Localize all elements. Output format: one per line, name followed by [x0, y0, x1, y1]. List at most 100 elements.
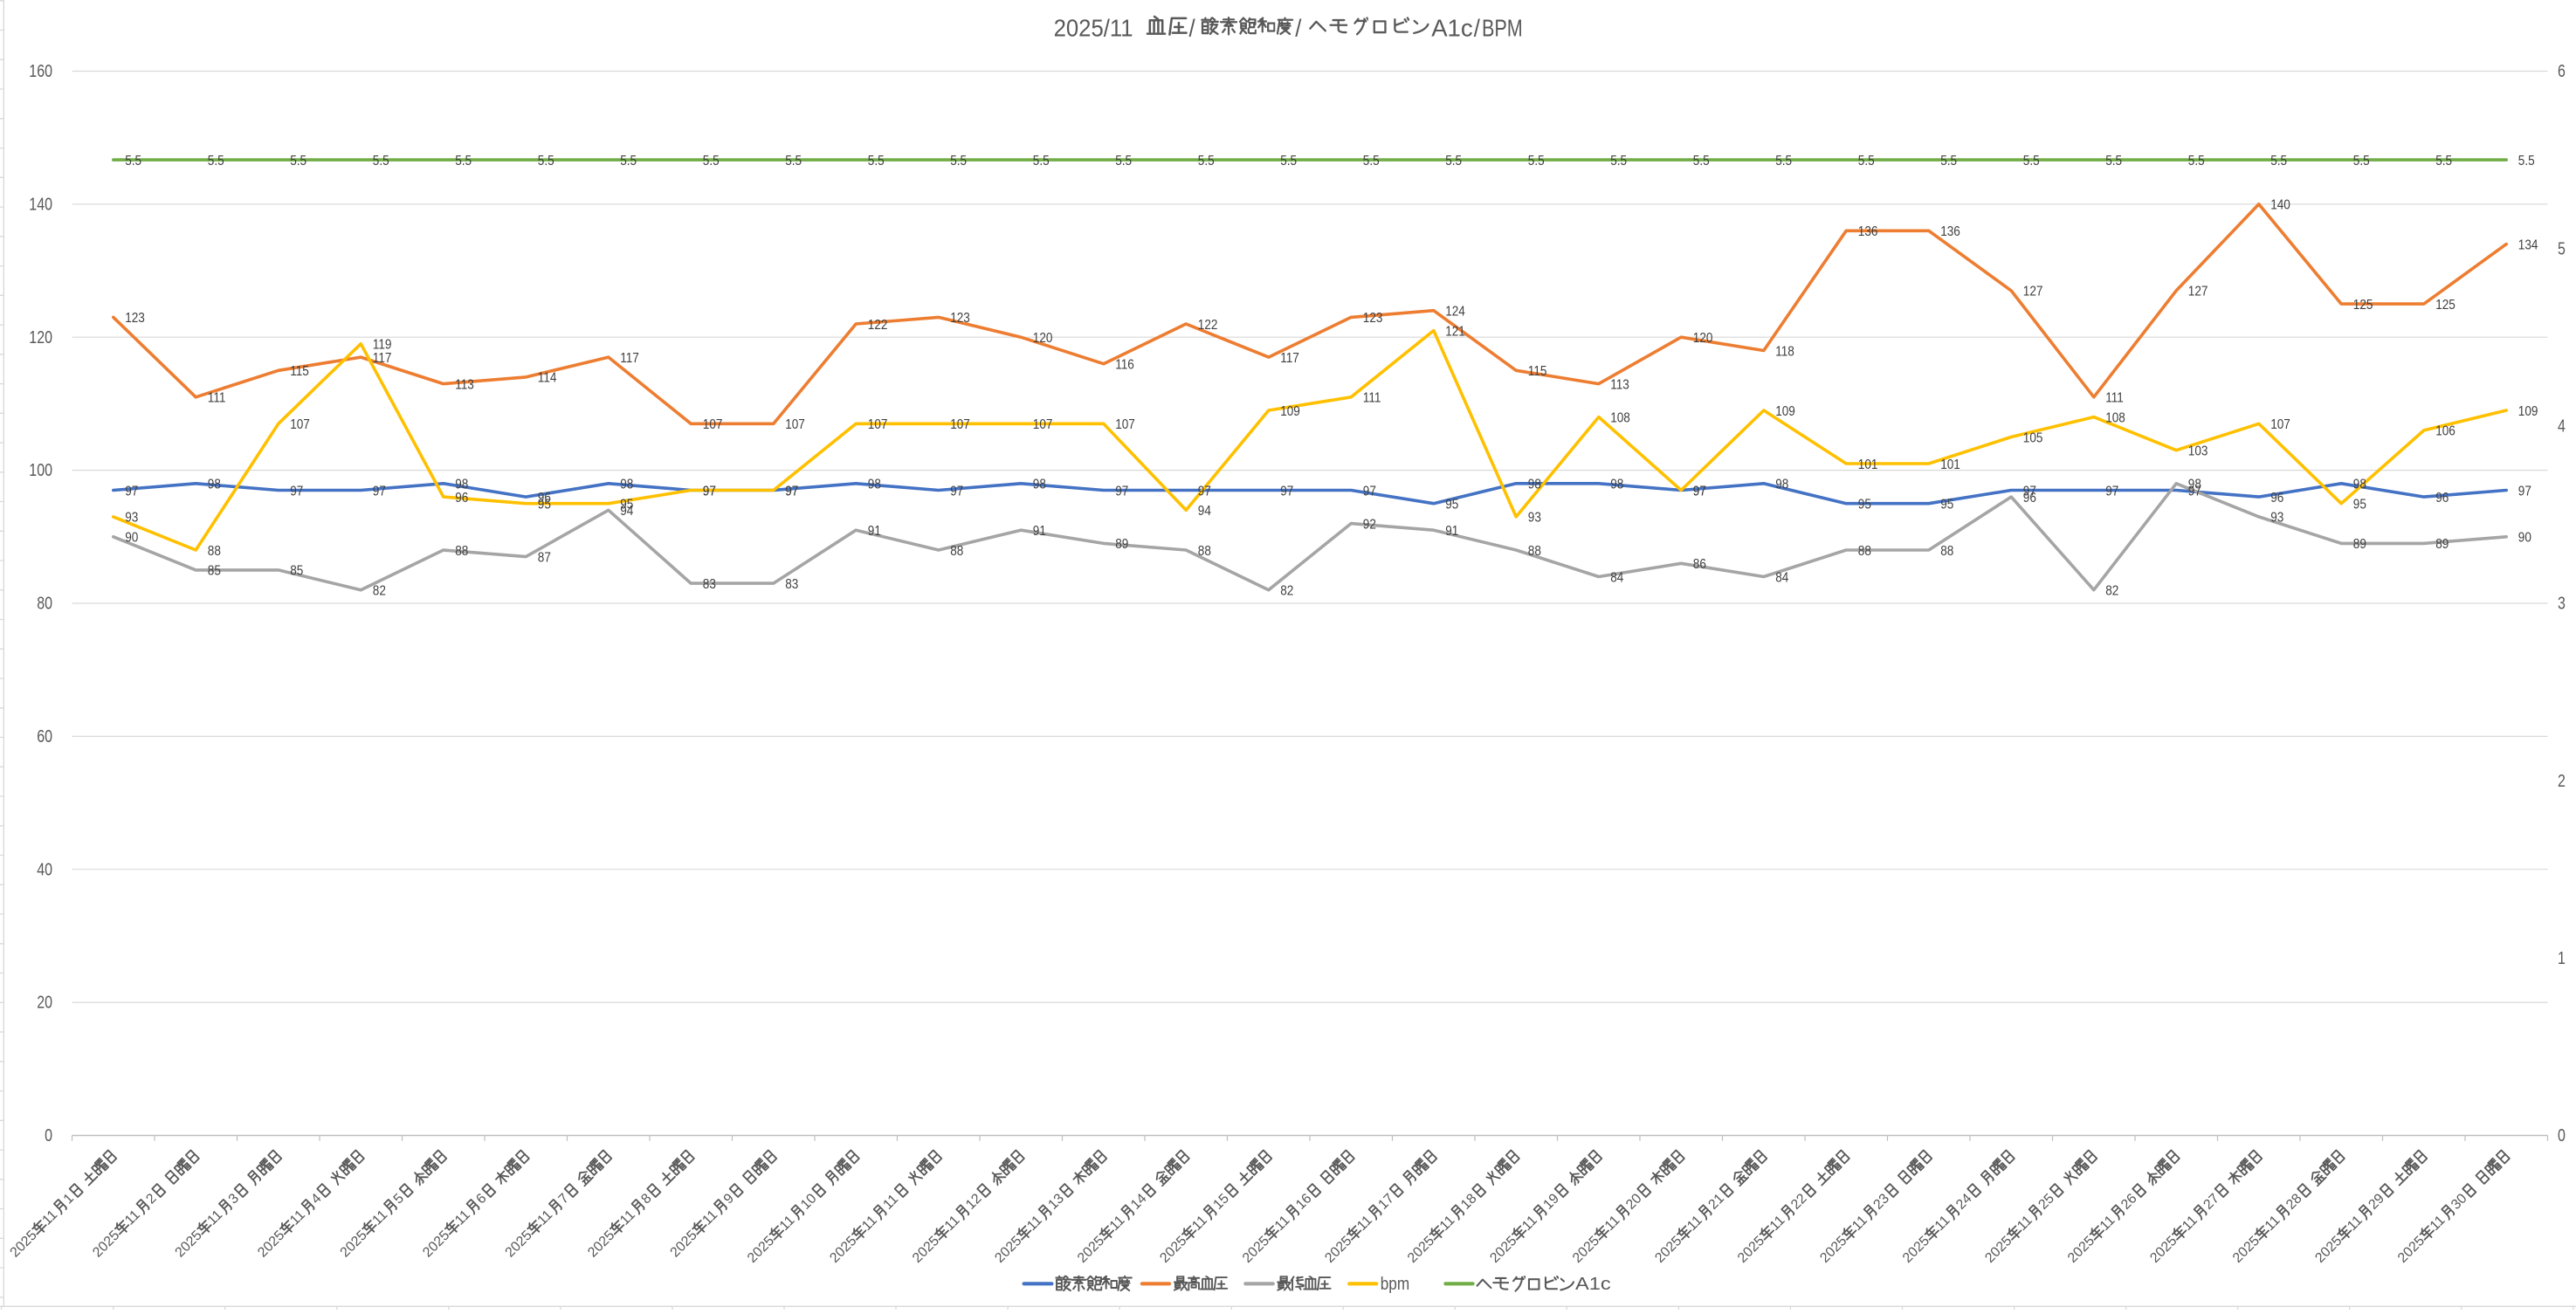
svg-text:95: 95	[620, 498, 633, 513]
svg-text:109: 109	[1775, 404, 1795, 419]
svg-text:88: 88	[1940, 544, 1953, 559]
svg-text:0: 0	[45, 1125, 52, 1145]
svg-text:109: 109	[2518, 404, 2538, 419]
svg-text:5.5: 5.5	[1775, 154, 1792, 169]
svg-text:117: 117	[1280, 351, 1299, 366]
svg-text:87: 87	[538, 550, 551, 565]
svg-text:83: 83	[703, 577, 716, 592]
svg-text:91: 91	[868, 524, 881, 539]
svg-text:97: 97	[2023, 484, 2036, 499]
svg-text:117: 117	[373, 351, 392, 366]
svg-text:108: 108	[2105, 410, 2125, 425]
svg-text:117: 117	[620, 351, 639, 366]
svg-text:2: 2	[2558, 771, 2566, 790]
svg-text:4: 4	[2558, 416, 2566, 436]
svg-text:123: 123	[1363, 311, 1383, 326]
svg-text:97: 97	[373, 484, 386, 499]
svg-text:160: 160	[29, 61, 52, 80]
svg-text:86: 86	[1693, 557, 1706, 572]
svg-text:95: 95	[538, 498, 551, 513]
svg-text:116: 116	[1115, 358, 1134, 373]
svg-text:107: 107	[785, 417, 805, 432]
svg-text:5.5: 5.5	[620, 154, 637, 169]
svg-text:5.5: 5.5	[703, 154, 720, 169]
svg-text:5.5: 5.5	[208, 154, 224, 169]
svg-text:115: 115	[1528, 364, 1547, 379]
svg-text:/: /	[1189, 15, 1196, 42]
svg-text:106: 106	[2435, 424, 2455, 439]
svg-text:136: 136	[1940, 224, 1960, 239]
svg-text:5.5: 5.5	[2023, 154, 2040, 169]
svg-text:98: 98	[1610, 478, 1623, 492]
svg-text:98: 98	[1775, 478, 1788, 492]
svg-text:97: 97	[1198, 484, 1211, 499]
svg-text:124: 124	[1445, 305, 1465, 320]
svg-text:/: /	[1474, 15, 1481, 42]
svg-text:98: 98	[1033, 478, 1046, 492]
svg-text:96: 96	[2435, 491, 2449, 506]
svg-text:125: 125	[2435, 298, 2455, 313]
svg-text:92: 92	[1363, 517, 1376, 532]
svg-text:107: 107	[950, 417, 970, 432]
svg-text:107: 107	[2270, 417, 2290, 432]
svg-text:5.5: 5.5	[785, 154, 802, 169]
svg-text:5.5: 5.5	[1610, 154, 1627, 169]
svg-text:5.5: 5.5	[538, 154, 554, 169]
svg-text:97: 97	[785, 484, 798, 499]
svg-text:40: 40	[37, 860, 52, 879]
svg-text:5.5: 5.5	[1198, 154, 1215, 169]
svg-text:88: 88	[1528, 544, 1541, 559]
svg-text:96: 96	[455, 491, 468, 506]
svg-text:5.5: 5.5	[2270, 154, 2287, 169]
svg-text:107: 107	[703, 417, 723, 432]
svg-text:127: 127	[2023, 285, 2043, 299]
svg-text:5.5: 5.5	[373, 154, 389, 169]
svg-text:5.5: 5.5	[2353, 154, 2370, 169]
svg-text:98: 98	[2353, 478, 2366, 492]
svg-text:119: 119	[373, 338, 392, 353]
svg-text:5.5: 5.5	[1940, 154, 1957, 169]
svg-text:88: 88	[1858, 544, 1871, 559]
svg-text:89: 89	[1115, 537, 1128, 552]
svg-text:95: 95	[2353, 498, 2366, 513]
svg-text:125: 125	[2353, 298, 2373, 313]
svg-text:82: 82	[2105, 584, 2118, 599]
svg-text:5.5: 5.5	[2105, 154, 2122, 169]
svg-text:89: 89	[2353, 537, 2366, 552]
svg-text:95: 95	[1445, 498, 1458, 513]
svg-text:A1c: A1c	[1431, 15, 1473, 42]
svg-text:123: 123	[125, 311, 145, 326]
svg-text:98: 98	[868, 478, 881, 492]
svg-text:82: 82	[373, 584, 386, 599]
svg-text:98: 98	[208, 478, 221, 492]
svg-text:107: 107	[290, 417, 310, 432]
svg-text:5: 5	[2558, 239, 2566, 258]
svg-text:111: 111	[1363, 391, 1381, 406]
svg-text:134: 134	[2518, 237, 2538, 252]
svg-text:97: 97	[290, 484, 303, 499]
svg-text:5.5: 5.5	[125, 154, 141, 169]
svg-text:97: 97	[1363, 484, 1376, 499]
svg-text:88: 88	[208, 544, 221, 559]
svg-text:118: 118	[1775, 344, 1794, 359]
svg-text:5.5: 5.5	[290, 154, 307, 169]
svg-text:103: 103	[2188, 444, 2208, 459]
svg-text:123: 123	[950, 311, 970, 326]
svg-text:20: 20	[37, 993, 52, 1012]
svg-text:98: 98	[2188, 478, 2201, 492]
svg-text:127: 127	[2188, 285, 2208, 299]
svg-text:97: 97	[2105, 484, 2118, 499]
svg-text:122: 122	[868, 318, 888, 333]
svg-text:5.5: 5.5	[1528, 154, 1545, 169]
svg-text:97: 97	[703, 484, 716, 499]
svg-text:2025/11: 2025/11	[1054, 15, 1133, 42]
svg-text:121: 121	[1445, 324, 1465, 339]
svg-text:101: 101	[1940, 457, 1960, 472]
svg-text:95: 95	[1940, 498, 1953, 513]
svg-text:101: 101	[1858, 457, 1878, 472]
svg-text:96: 96	[2023, 491, 2036, 506]
svg-text:89: 89	[2435, 537, 2449, 552]
svg-text:5.5: 5.5	[2435, 154, 2452, 169]
svg-text:5.5: 5.5	[1445, 154, 1462, 169]
svg-text:94: 94	[1198, 504, 1211, 519]
